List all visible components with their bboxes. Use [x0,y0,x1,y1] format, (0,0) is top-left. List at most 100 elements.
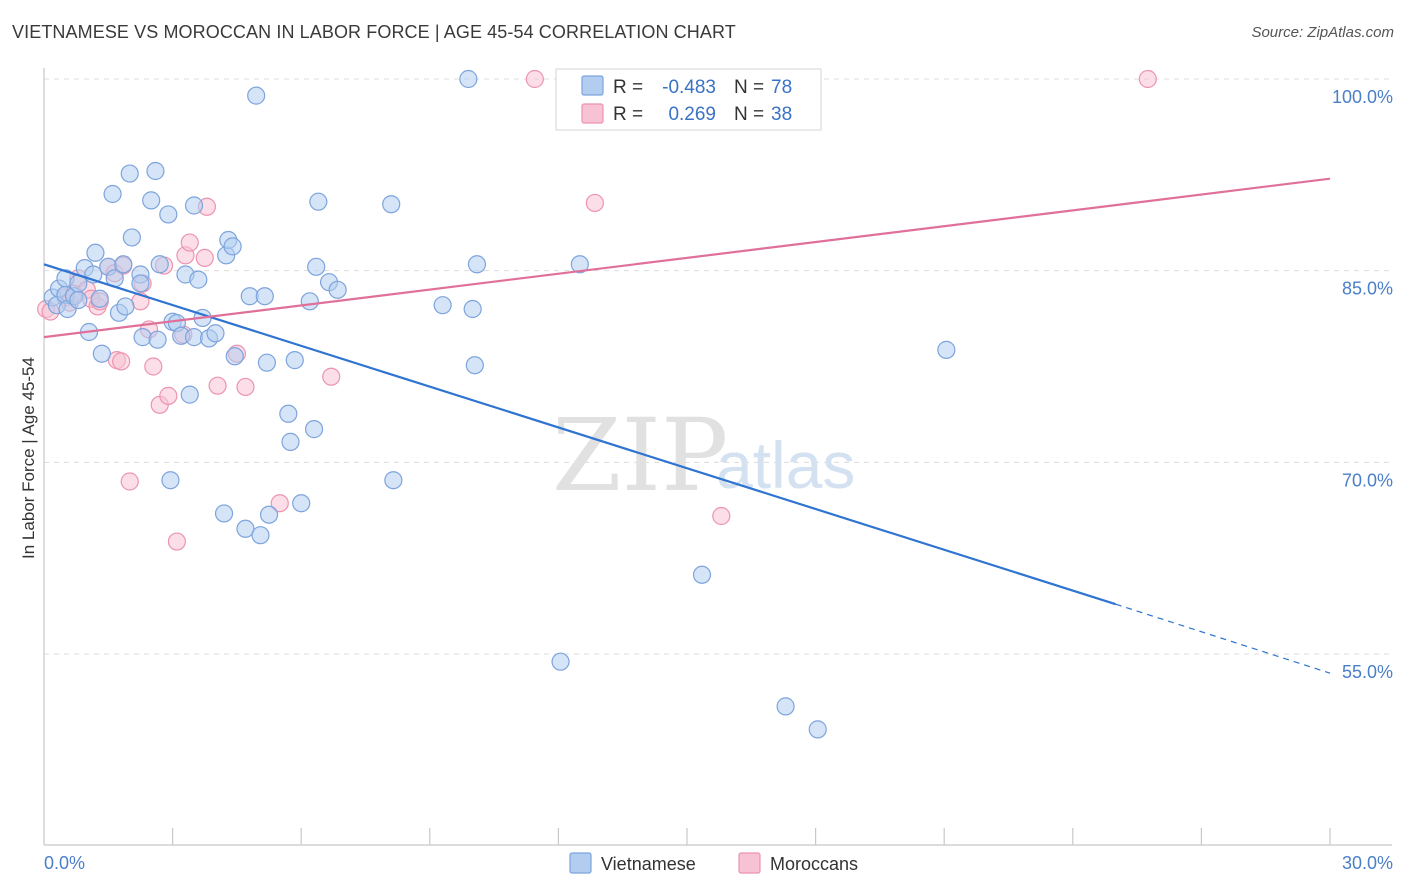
moroccan-point [159,386,178,405]
vietnamese-point [433,296,452,315]
vietnamese-point [259,505,279,524]
bottom-legend: Vietnamese Moroccans [569,852,858,874]
legend-swatch-vietnamese [581,75,604,96]
x-tick-label-max: 30.0% [1342,853,1393,873]
legend-r-value-vietnamese: -0.483 [662,77,716,98]
moroccan-point [322,367,341,386]
vietnamese-point [300,292,319,311]
vietnamese-point [146,161,165,181]
vietnamese-point [161,471,180,490]
moroccan-point [270,494,289,513]
vietnamese-point [133,328,152,347]
vietnamese-point [304,420,324,439]
vietnamese-point [180,385,199,404]
moroccan-point [112,352,131,371]
watermark-atlas: atlas [716,428,855,502]
legend-r-label-vietnamese: R = [613,77,643,98]
legend-r-value-moroccan: 0.269 [668,104,716,125]
vietnamese-point [281,432,300,451]
y-tick-label: 85.0% [1342,279,1393,299]
vietnamese-point [570,255,589,274]
vietnamese-point [159,205,178,224]
vietnamese-points [43,69,956,739]
vietnamese-point [309,192,328,211]
y-axis-label: In Labor Force | Age 45-54 [19,357,38,559]
vietnamese-trend-extension [1115,603,1331,674]
y-tick-label: 55.0% [1342,662,1393,682]
moroccan-point [585,193,604,213]
vietnamese-point [116,297,135,316]
watermark-zip: ZIP [552,397,728,514]
bottom-legend-label-vietnamese: Vietnamese [601,854,696,874]
moroccan-point [525,69,544,89]
legend-n-label-moroccan: N = [734,104,764,125]
y-tick-label: 70.0% [1342,470,1393,490]
source-credit: Source: ZipAtlas.com [1251,24,1394,41]
vietnamese-point [285,351,304,370]
vietnamese-trend-line [43,263,1116,606]
bottom-legend-swatch-moroccan [738,852,761,874]
bottom-legend-swatch-vietnamese [569,852,592,874]
vietnamese-point [114,255,133,274]
moroccan-point [195,248,214,267]
vietnamese-point [206,324,225,343]
axes [43,68,1392,846]
vietnamese-point [236,519,255,538]
vietnamese-point [808,720,827,739]
vietnamese-point [279,404,298,423]
grid-lines [44,78,1392,655]
vietnamese-point [184,196,204,215]
legend-swatch-moroccan [581,103,604,124]
vietnamese-point [69,290,88,310]
moroccan-point [144,357,163,376]
vietnamese-point [776,697,795,716]
vietnamese-point [382,195,401,214]
legend-n-value-vietnamese: 78 [771,77,792,98]
bottom-legend-label-moroccan: Moroccans [770,854,858,874]
vietnamese-point [223,237,242,256]
legend-n-label-vietnamese: N = [734,77,764,98]
vietnamese-point [384,471,403,490]
vietnamese-point [467,255,487,274]
vietnamese-point [189,270,208,289]
vietnamese-point [257,353,277,372]
vietnamese-point [150,255,169,274]
vietnamese-point [692,565,712,584]
legend-r-label-moroccan: R = [613,104,643,125]
vietnamese-point [463,299,482,319]
chart-title: VIETNAMESE VS MOROCCAN IN LABOR FORCE | … [12,22,736,42]
vietnamese-point [251,526,270,545]
vietnamese-point [142,191,161,210]
vietnamese-point [90,289,109,308]
moroccan-point [1138,69,1157,89]
vietnamese-point [937,340,956,359]
y-tick-labels: 55.0% 70.0% 85.0% 100.0% [1332,87,1393,682]
vietnamese-point [103,184,122,204]
vietnamese-point [551,652,570,671]
vietnamese-point [255,287,274,306]
vietnamese-point [307,257,326,276]
vietnamese-point [247,86,266,105]
vietnamese-point [328,280,347,299]
moroccan-point [236,377,255,397]
vietnamese-point [148,330,167,349]
moroccan-point [120,472,139,491]
vietnamese-point [459,69,478,89]
trend-lines [43,177,1331,674]
vietnamese-point [184,328,204,347]
vietnamese-point [292,494,311,513]
vietnamese-point [225,347,244,366]
vietnamese-point [214,504,234,523]
vietnamese-point [86,243,105,262]
moroccan-point [180,233,199,252]
vietnamese-point [92,344,111,363]
vietnamese-point [120,164,139,183]
vietnamese-point [465,356,484,375]
moroccan-trend-line [43,177,1331,339]
legend-box: R = -0.483 N = 78 R = 0.269 N = 38 [555,68,822,131]
vietnamese-point [131,274,150,293]
vietnamese-point [122,228,141,247]
legend-n-value-moroccan: 38 [771,104,792,125]
x-tick-label-min: 0.0% [44,853,85,873]
